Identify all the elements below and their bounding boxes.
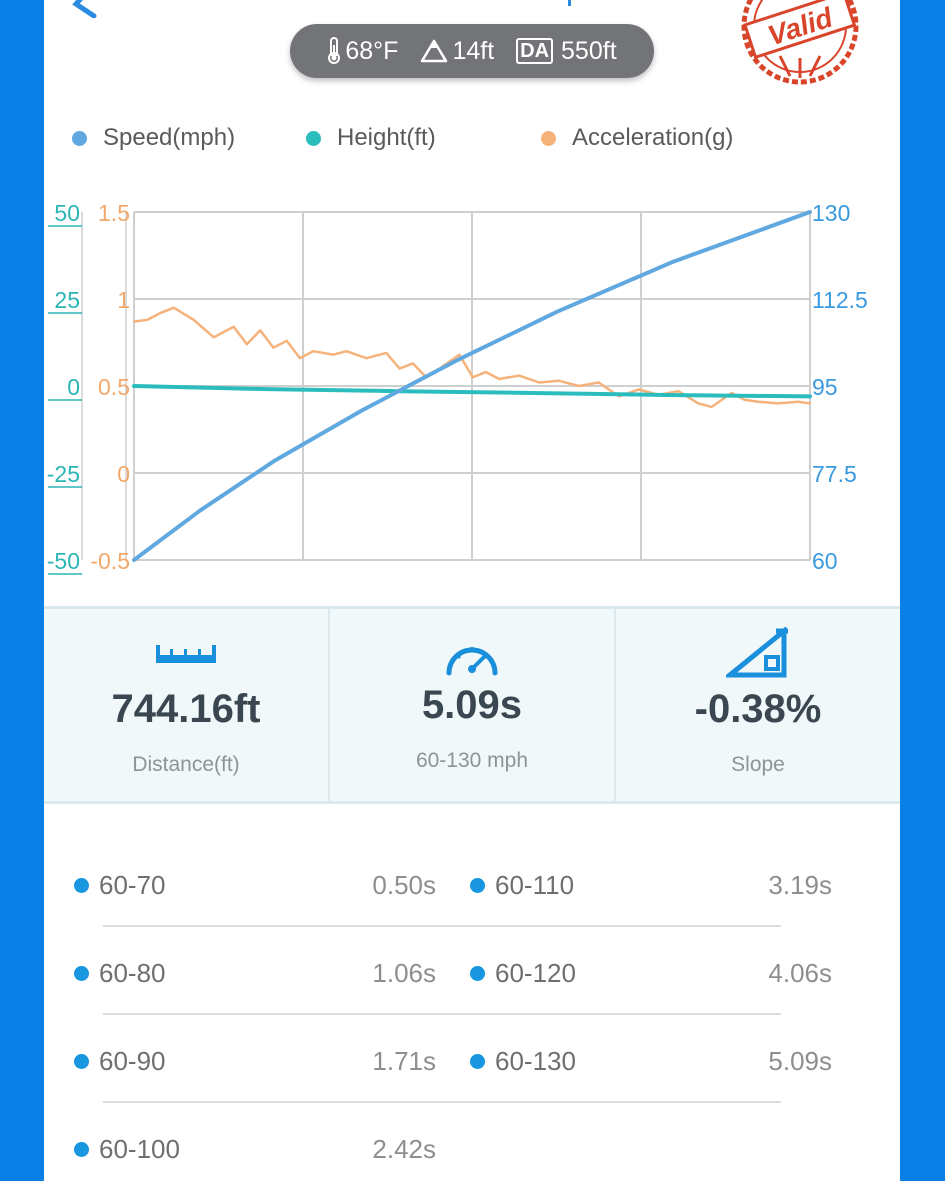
split-time: 1.06s bbox=[372, 958, 436, 988]
legend-item-speed[interactable]: Speed(mph) bbox=[72, 124, 235, 152]
distance-value: 744.16ft bbox=[111, 687, 261, 731]
speed-chart: 50 25 0 -25 -50 1.5 1 0.5 0 -0.5 130 112.5 95 77.5 60 bbox=[47, 200, 868, 575]
bullet-icon bbox=[470, 966, 485, 981]
split-time: 3.19s bbox=[768, 870, 832, 900]
page-title-fragment bbox=[568, 0, 579, 6]
temperature-readout: 68°F bbox=[327, 37, 398, 66]
chevron-left-icon bbox=[72, 0, 97, 19]
bullet-icon bbox=[470, 878, 485, 893]
bullet-icon bbox=[470, 1054, 485, 1069]
bullet-icon bbox=[74, 1142, 89, 1157]
time-value: 5.09s bbox=[421, 683, 523, 727]
speedometer-icon bbox=[446, 647, 498, 676]
split-time: 0.50s bbox=[372, 870, 436, 900]
back-button[interactable] bbox=[66, 0, 106, 19]
height-tick-label: -50 bbox=[47, 548, 80, 574]
speed-tick-label: 130 bbox=[812, 200, 850, 226]
row-divider bbox=[103, 925, 781, 927]
split-range: 60-80 bbox=[99, 958, 166, 988]
accel-tick-label: 1.5 bbox=[98, 200, 130, 226]
accel-tick-label: 1 bbox=[117, 287, 130, 313]
temperature-value: 68°F bbox=[345, 36, 399, 65]
stats-panel: 744.16ft Distance(ft) 5.09s 60-130 mph -… bbox=[44, 606, 900, 804]
app-screen: 68°F 14ft DA 550ft Valid bbox=[44, 0, 900, 1181]
accel-tick-label: 0 bbox=[117, 461, 130, 487]
distance-stat: 744.16ft Distance(ft) bbox=[44, 609, 330, 801]
height-tick-label: 0 bbox=[67, 374, 80, 400]
speed-tick-label: 60 bbox=[812, 548, 838, 574]
legend-label: Speed(mph) bbox=[103, 124, 236, 151]
split-row: 60-100 2.42s bbox=[44, 1094, 900, 1181]
height-tick-label: 25 bbox=[54, 287, 80, 313]
height-tick-label: 50 bbox=[54, 200, 80, 226]
acceleration-series-line bbox=[132, 306, 812, 409]
density-altitude-readout: DA 550ft bbox=[516, 37, 617, 66]
slope-value: -0.38% bbox=[694, 687, 822, 731]
split-time: 2.42s bbox=[372, 1134, 436, 1164]
slope-stat: -0.38% Slope bbox=[616, 609, 900, 801]
split-range: 60-130 bbox=[495, 1046, 576, 1076]
ruler-icon bbox=[156, 645, 216, 663]
speed-tick-label: 112.5 bbox=[812, 287, 868, 313]
legend-label: Height(ft) bbox=[337, 124, 436, 151]
split-range: 60-70 bbox=[99, 870, 166, 900]
split-range: 60-110 bbox=[495, 870, 575, 900]
bullet-icon bbox=[74, 878, 89, 893]
split-range: 60-120 bbox=[495, 958, 576, 988]
height-series-line bbox=[132, 384, 812, 399]
split-row: 60-90 1.71s 60-130 5.09s bbox=[44, 1006, 900, 1103]
slope-icon bbox=[726, 627, 788, 678]
bullet-icon bbox=[74, 1054, 89, 1069]
conditions-pill: 68°F 14ft DA 550ft bbox=[290, 24, 654, 78]
time-label: 60-130 mph bbox=[415, 749, 529, 772]
legend-item-acceleration[interactable]: Acceleration(g) bbox=[541, 124, 733, 152]
height-dot-icon bbox=[306, 130, 321, 146]
split-time: 4.06s bbox=[768, 958, 832, 988]
accel-tick-label: -0.5 bbox=[90, 548, 130, 574]
distance-label: Distance(ft) bbox=[132, 753, 240, 776]
elevation-value: 14ft bbox=[452, 36, 495, 65]
time-stat: 5.09s 60-130 mph bbox=[330, 609, 616, 801]
split-range: 60-100 bbox=[99, 1134, 180, 1164]
split-time: 1.71s bbox=[372, 1046, 436, 1076]
slope-label: Slope bbox=[731, 753, 785, 776]
valid-stamp-icon: Valid bbox=[741, 0, 859, 85]
row-divider bbox=[103, 1101, 781, 1103]
mountain-icon bbox=[421, 39, 448, 63]
da-badge: DA bbox=[516, 38, 554, 64]
bullet-icon bbox=[74, 966, 89, 981]
row-divider bbox=[103, 1013, 781, 1015]
speed-dot-icon bbox=[72, 130, 87, 146]
chart-legend: Speed(mph) Height(ft) Acceleration(g) bbox=[72, 124, 872, 158]
split-time: 5.09s bbox=[768, 1046, 832, 1076]
speed-tick-label: 95 bbox=[812, 374, 838, 400]
legend-item-height[interactable]: Height(ft) bbox=[306, 124, 436, 152]
acceleration-dot-icon bbox=[541, 130, 556, 146]
thermometer-icon bbox=[328, 37, 341, 64]
split-row: 60-80 1.06s 60-120 4.06s bbox=[44, 918, 900, 1015]
speed-tick-label: 77.5 bbox=[812, 461, 857, 487]
speed-series-line bbox=[132, 210, 812, 562]
height-tick-label: -25 bbox=[47, 461, 80, 487]
split-row: 60-70 0.50s 60-110 3.19s bbox=[44, 830, 900, 927]
elevation-readout: 14ft bbox=[420, 37, 494, 66]
legend-label: Acceleration(g) bbox=[572, 124, 734, 151]
split-range: 60-90 bbox=[99, 1046, 166, 1076]
density-altitude-value: 550ft bbox=[561, 36, 617, 65]
accel-tick-label: 0.5 bbox=[98, 374, 130, 400]
